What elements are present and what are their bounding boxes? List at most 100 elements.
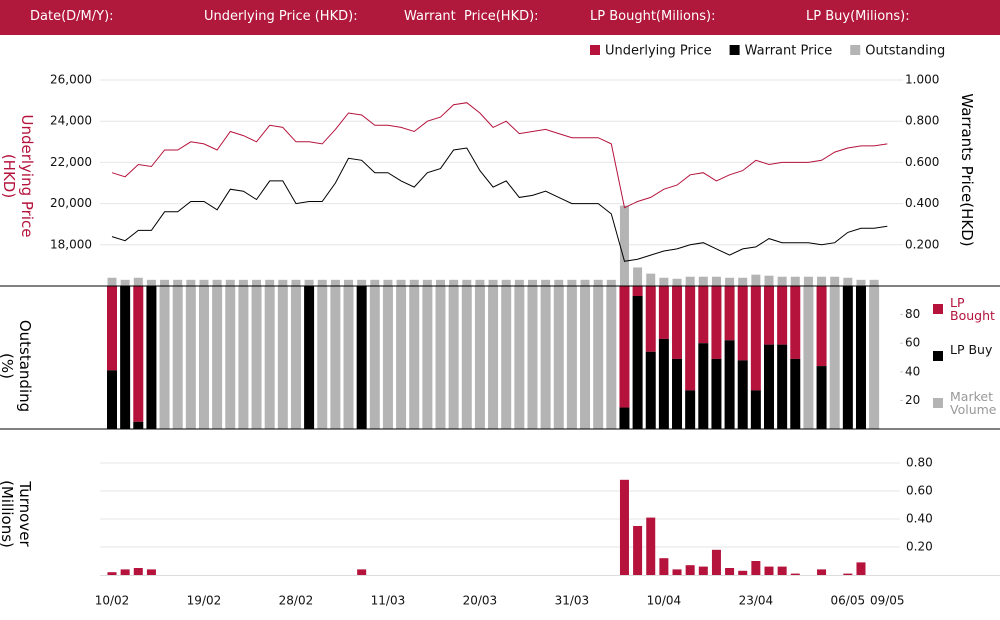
outstanding-bar <box>672 278 682 286</box>
turnover-bar <box>133 568 143 575</box>
outstanding-bar <box>777 276 787 286</box>
outstanding-bar <box>107 277 117 286</box>
outstanding-bar <box>803 276 813 286</box>
outstanding-bar <box>725 277 735 286</box>
stack-segment <box>816 286 827 367</box>
turnover-bar <box>646 517 656 575</box>
outstanding-bar <box>304 279 314 286</box>
stack-segment <box>764 286 774 345</box>
stack-segment <box>842 286 853 429</box>
turnover-bar <box>146 569 156 575</box>
turnover-bar <box>120 569 130 575</box>
outstanding-bar <box>593 279 603 286</box>
legend-label: Outstanding <box>865 44 945 59</box>
turnover-bar <box>738 570 748 575</box>
stack-segment <box>855 286 866 429</box>
stack-segment <box>527 286 538 429</box>
stack-segment <box>107 370 117 429</box>
turnover-bar <box>685 565 695 575</box>
outstanding-bar <box>606 279 616 286</box>
y2-tick-label: 0.600 <box>905 155 939 169</box>
turnover-bar <box>711 549 721 575</box>
outstanding-bar <box>449 279 459 286</box>
outstanding-bar <box>738 277 748 286</box>
y-tick-label: 0.20 <box>906 540 933 554</box>
y-tick-label: 24,000 <box>50 114 92 128</box>
y2-tick-label: 1.000 <box>905 73 939 87</box>
outstanding-bar <box>475 279 485 286</box>
x-tick-label: 23/04 <box>739 594 774 608</box>
turnover-bar <box>790 573 800 575</box>
price-line <box>111 147 888 262</box>
legend-swatch <box>933 304 943 314</box>
outstanding-bar <box>817 276 827 286</box>
outstanding-bar <box>278 279 288 286</box>
outstanding-bar <box>554 279 564 286</box>
outstanding-bar <box>146 279 156 286</box>
turnover-bar <box>751 561 761 575</box>
stack-segment <box>645 286 656 352</box>
outstanding-bar <box>370 279 380 286</box>
stack-segment <box>724 286 735 341</box>
outstanding-bar <box>567 279 577 286</box>
stack-segment <box>685 286 696 391</box>
y2-tick-label: 0.400 <box>905 196 939 210</box>
stack-segment <box>501 286 512 429</box>
y-tick-label: 0.40 <box>906 512 933 526</box>
stack-segment <box>133 421 144 429</box>
stack-segment <box>606 286 617 429</box>
outstanding-bar <box>462 279 472 286</box>
stack-segment <box>356 286 367 429</box>
stack-segment <box>737 286 748 361</box>
y-tick-label: 60 <box>905 336 920 350</box>
y-tick-label: 40 <box>905 364 920 378</box>
stack-segment <box>198 286 209 429</box>
y-tick-label: 26,000 <box>50 73 92 87</box>
stack-segment <box>593 286 604 429</box>
y-tick-label: 0.60 <box>906 484 933 498</box>
header-bar: Date(D/M/Y): Underlying Price (HKD): War… <box>0 0 1000 35</box>
stack-segment <box>369 286 380 429</box>
stack-segment <box>553 286 564 429</box>
stack-segment <box>698 286 709 344</box>
stack-segment <box>330 286 341 429</box>
stack-segment <box>829 286 840 429</box>
outstanding-bar <box>619 205 629 286</box>
stack-segment <box>461 286 472 429</box>
legend-label: Warrant Price <box>745 44 833 59</box>
y-tick-label: 20 <box>905 393 920 407</box>
outstanding-bar <box>186 279 196 286</box>
stack-segment <box>790 286 801 359</box>
x-tick-label: 10/02 <box>95 594 130 608</box>
outstanding-bar <box>751 274 761 286</box>
turnover-bar <box>777 566 787 575</box>
legend-swatch <box>850 45 861 55</box>
outstanding-bar <box>869 279 879 286</box>
stack-segment <box>632 286 643 297</box>
legend-swatch <box>933 351 943 361</box>
stack-segment <box>750 390 761 429</box>
y-tick-label: 80 <box>905 307 920 321</box>
header-label: LP Buy(Milions): <box>806 9 910 24</box>
outstanding-bar <box>436 279 445 286</box>
outstanding-bar <box>843 277 853 286</box>
outstanding-bar <box>225 279 235 286</box>
stack-segment <box>120 286 131 429</box>
stack-segment <box>185 286 196 429</box>
legend-swatch <box>933 398 943 408</box>
stack-segment <box>869 286 880 429</box>
x-tick-label: 28/02 <box>279 594 314 608</box>
outstanding-bar <box>317 279 327 286</box>
turnover-bar <box>633 526 643 575</box>
header-label: LP Bought(Milions): <box>590 9 716 24</box>
y2-axis-title: Warrants Price(HKD) <box>958 93 976 247</box>
stack-segment <box>409 286 420 429</box>
stack-segment <box>750 286 761 391</box>
stack-segment <box>448 286 459 429</box>
stack-segment <box>737 360 748 429</box>
stack-segment <box>212 286 223 429</box>
legend-label: Underlying Price <box>605 44 712 59</box>
outstanding-bar <box>541 279 551 286</box>
